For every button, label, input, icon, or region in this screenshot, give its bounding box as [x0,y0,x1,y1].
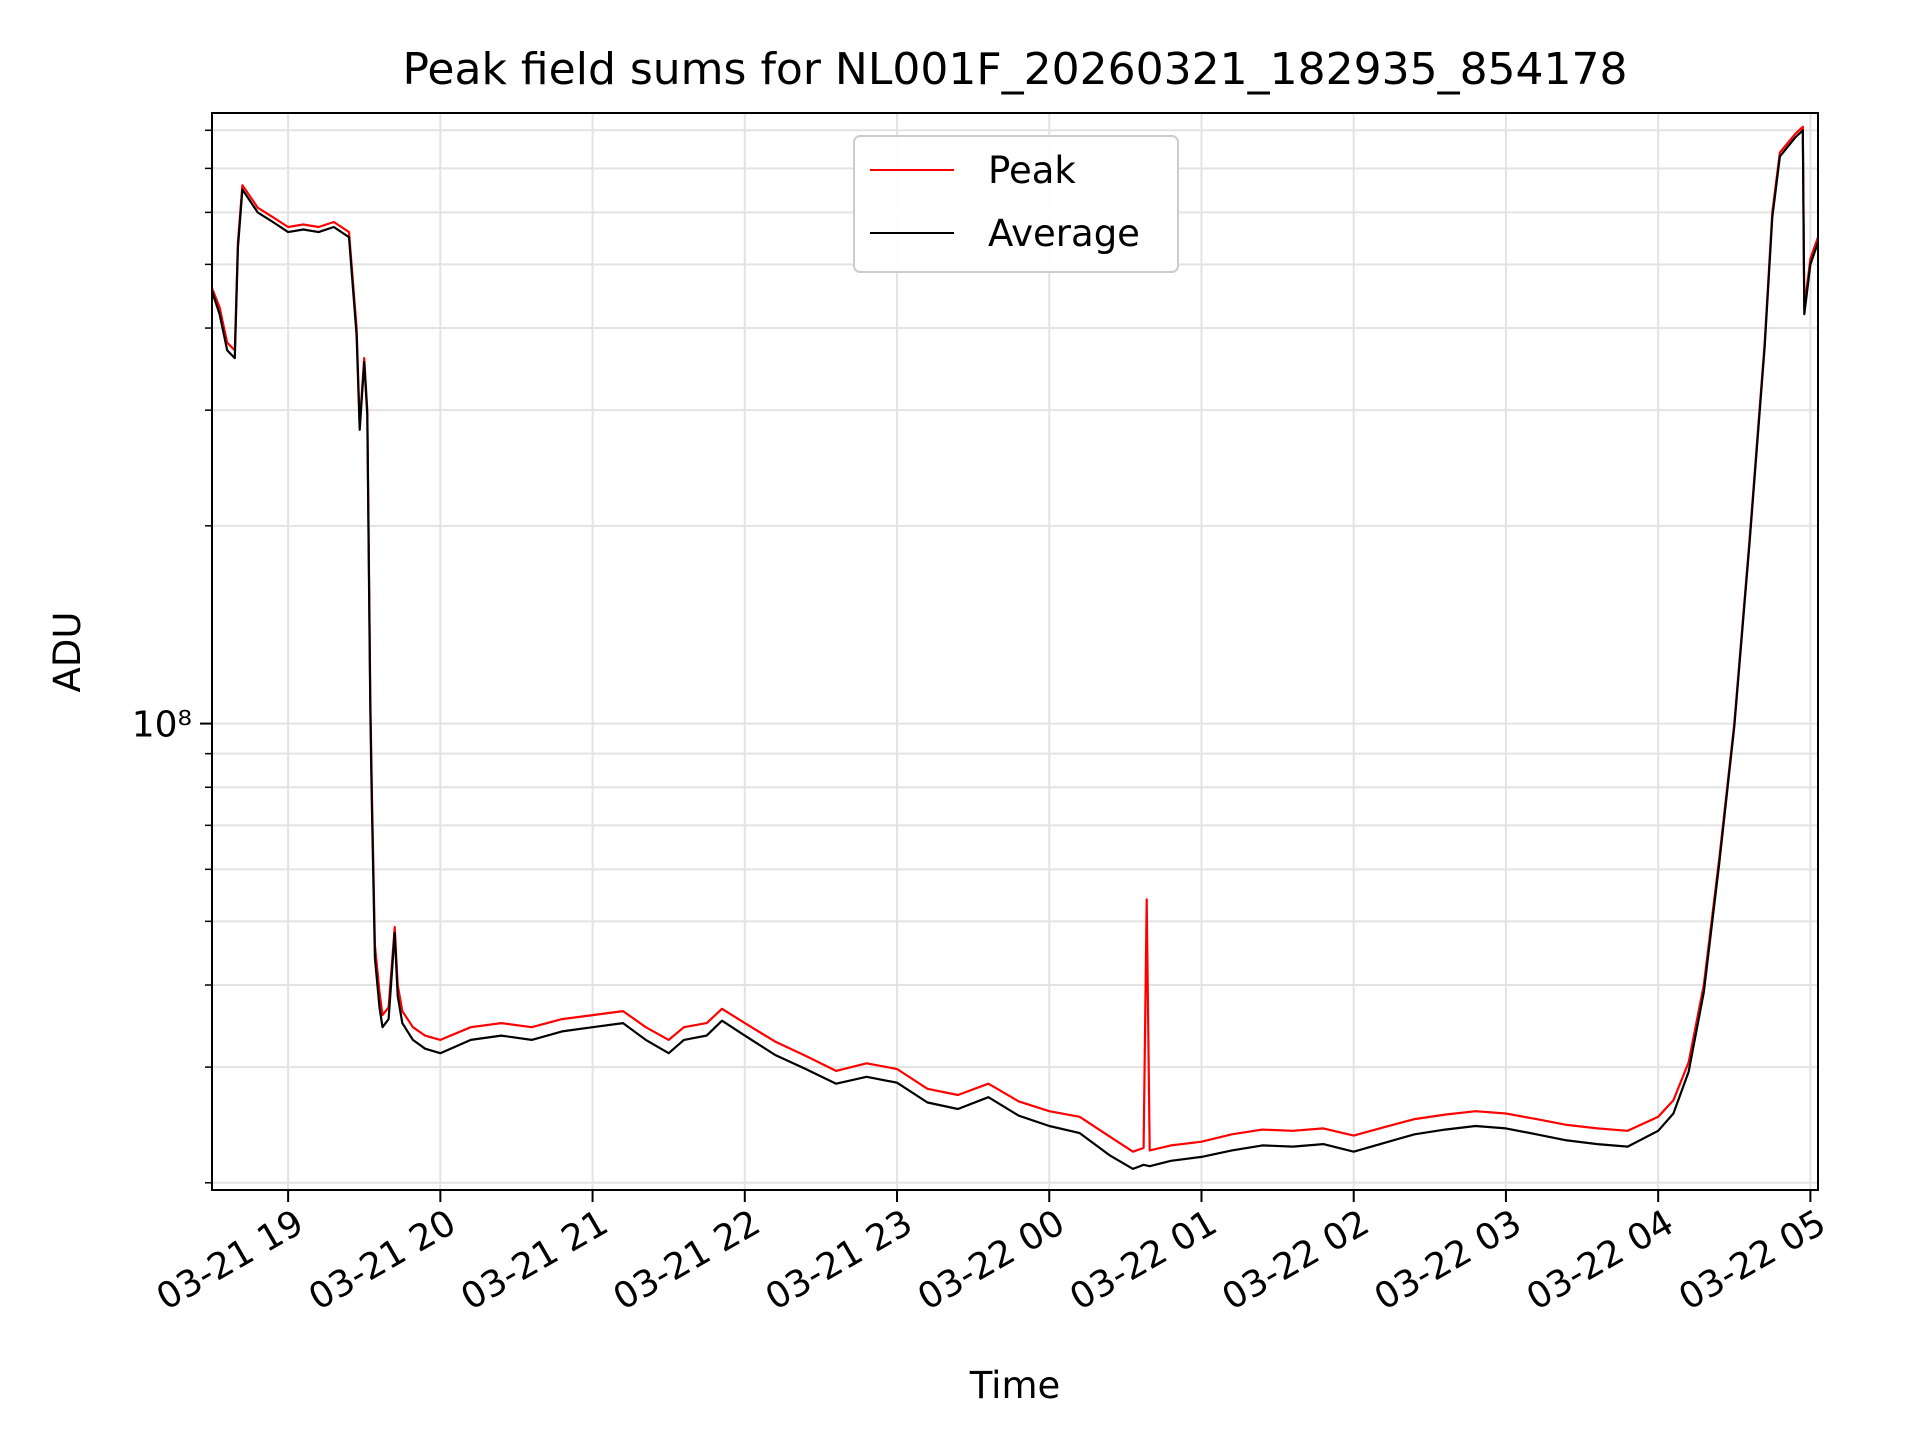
x-axis-label: Time [969,1364,1061,1407]
y-axis-label: ADU [46,612,89,693]
legend: Peak Average [853,135,1179,273]
plot-frame [211,112,1819,1191]
legend-peak-label: Peak [988,149,1076,192]
legend-average-label: Average [988,212,1140,255]
series-layer [212,125,1818,1170]
y-axis: 10⁸ [132,129,212,1184]
grid-layer [212,113,1818,1190]
chart-title: Peak field sums for NL001F_20260321_1829… [402,44,1627,95]
series-line-average [212,129,1818,1170]
y-tick-label: 10⁸ [132,705,192,746]
